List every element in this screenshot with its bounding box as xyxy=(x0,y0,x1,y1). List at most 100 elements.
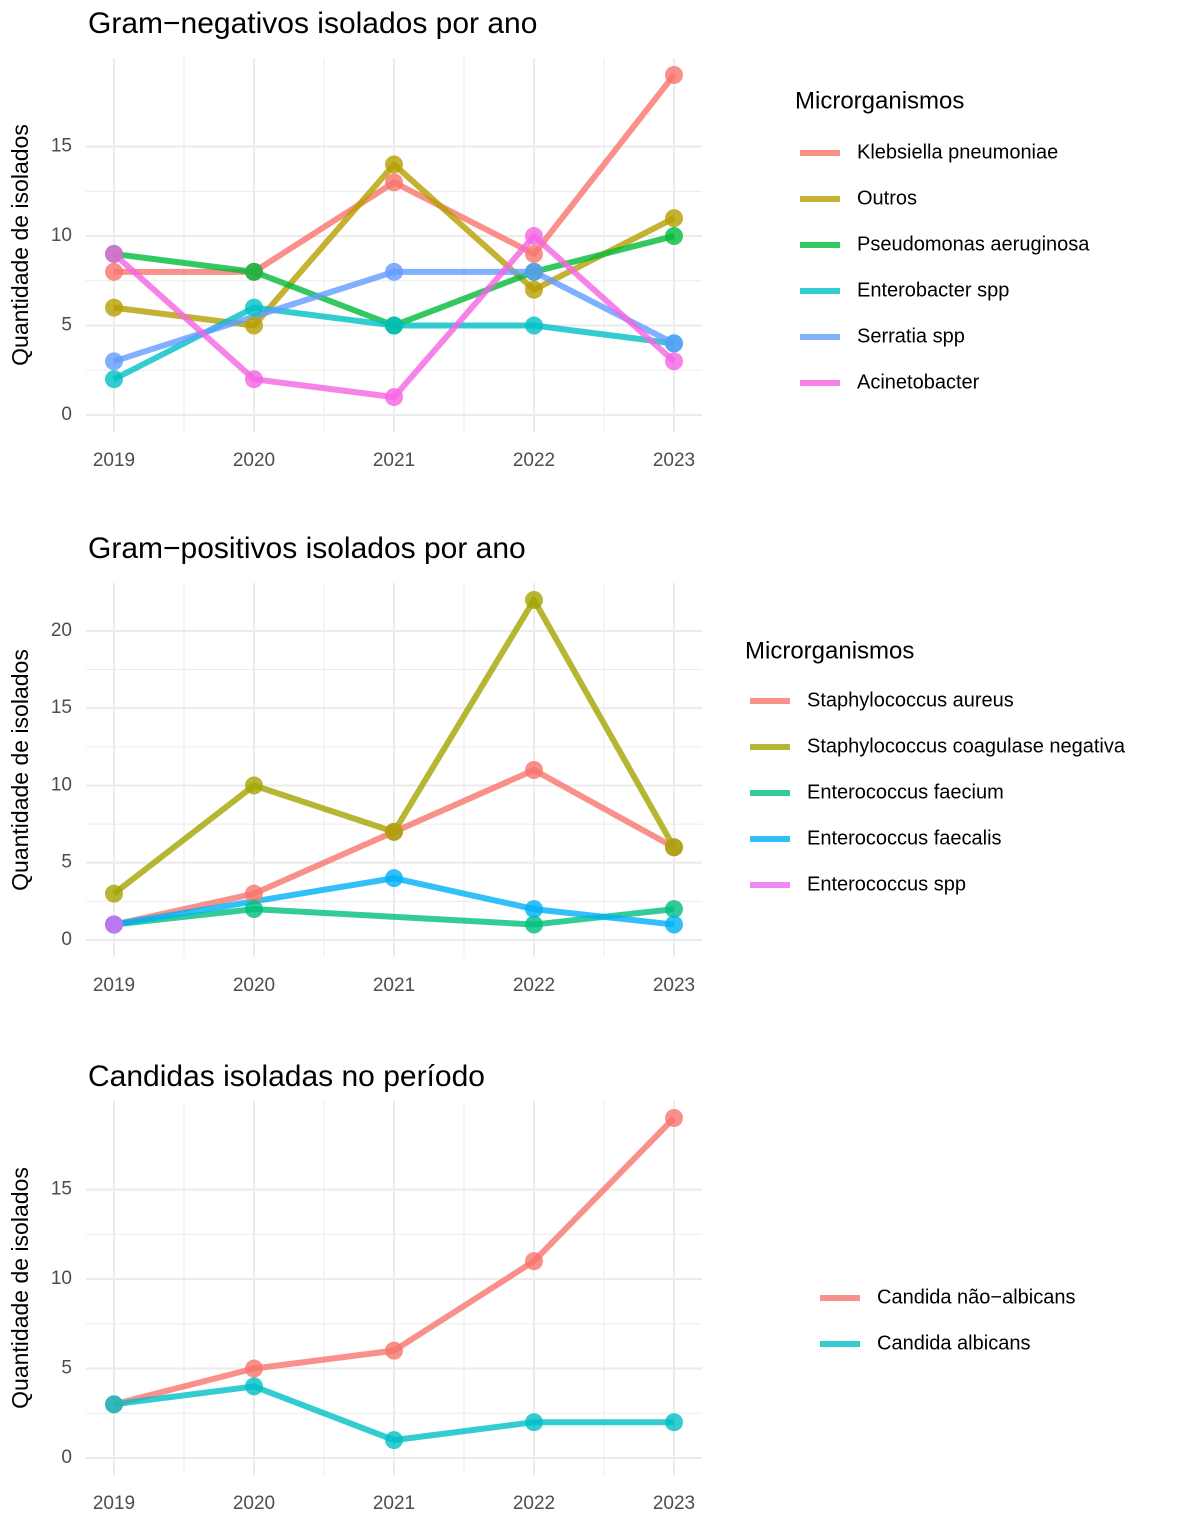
data-point xyxy=(665,1109,683,1127)
data-point xyxy=(525,900,543,919)
data-point xyxy=(525,227,543,246)
y-tick-label: 10 xyxy=(51,225,72,246)
data-point xyxy=(665,915,683,934)
data-point xyxy=(105,352,123,371)
legend-label: Pseudomonas aeruginosa xyxy=(857,233,1090,255)
legend-label: Enterococcus faecalis xyxy=(807,827,1002,849)
chart-title: Candidas isoladas no período xyxy=(88,1060,485,1093)
data-point xyxy=(105,1395,123,1414)
data-point xyxy=(665,334,683,353)
y-axis-label: Quantidade de isolados xyxy=(7,649,33,891)
legend-label: Staphylococcus aureus xyxy=(807,689,1014,711)
data-point xyxy=(105,262,123,281)
chart: Gram−positivos isolados por ano Quantidad… xyxy=(7,532,1126,996)
data-point xyxy=(525,1252,543,1271)
data-point xyxy=(245,884,263,903)
data-point xyxy=(105,915,123,934)
data-point xyxy=(385,388,403,407)
y-tick-label: 10 xyxy=(51,1268,72,1289)
legend-label: Serratia spp xyxy=(857,325,965,347)
chart-title: Gram−positivos isolados por ano xyxy=(88,532,526,565)
x-tick-label: 2023 xyxy=(653,975,695,996)
y-tick-label: 5 xyxy=(61,852,72,873)
legend-label: Candida não−albicans xyxy=(877,1286,1076,1308)
data-point xyxy=(245,900,263,919)
legend-label: Acinetobacter xyxy=(857,371,980,393)
data-point xyxy=(525,316,543,335)
chart-title: Gram−negativos isolados por ano xyxy=(88,7,537,40)
data-point xyxy=(665,352,683,371)
data-point xyxy=(245,298,263,317)
data-point xyxy=(665,1413,683,1432)
data-point xyxy=(245,1359,263,1378)
legend-label: Staphylococcus coagulase negativa xyxy=(807,735,1126,757)
data-point xyxy=(385,1341,403,1360)
y-tick-label: 15 xyxy=(51,1179,72,1200)
legend-label: Enterobacter spp xyxy=(857,279,1009,301)
data-point xyxy=(525,761,543,779)
data-point xyxy=(105,370,123,389)
data-point xyxy=(105,298,123,317)
y-axis-label: Quantidade de isolados xyxy=(7,1167,33,1409)
data-point xyxy=(385,316,403,335)
data-point xyxy=(245,370,263,389)
legend-label: Klebsiella pneumoniae xyxy=(857,141,1058,163)
data-point xyxy=(525,591,543,609)
data-point xyxy=(385,822,403,841)
y-tick-label: 15 xyxy=(51,136,72,157)
data-point xyxy=(665,66,683,84)
chart: Candidas isoladas no período Quantidade d… xyxy=(7,1060,1075,1514)
y-axis-label: Quantidade de isolados xyxy=(7,124,33,366)
legend-title: Microrganismos xyxy=(745,637,914,664)
y-tick-label: 10 xyxy=(51,774,72,795)
x-tick-label: 2019 xyxy=(93,1493,135,1514)
x-tick-label: 2023 xyxy=(653,450,695,471)
data-point xyxy=(105,244,123,263)
x-tick-label: 2019 xyxy=(93,450,135,471)
legend-label: Candida albicans xyxy=(877,1332,1030,1354)
y-tick-label: 5 xyxy=(61,1358,72,1379)
data-point xyxy=(525,280,543,299)
y-tick-label: 20 xyxy=(51,620,72,641)
data-point xyxy=(245,776,263,795)
x-tick-label: 2021 xyxy=(373,975,415,996)
x-tick-label: 2023 xyxy=(653,1493,695,1514)
data-point xyxy=(665,209,683,228)
data-point xyxy=(525,262,543,281)
y-tick-label: 15 xyxy=(51,697,72,718)
legend-label: Enterococcus spp xyxy=(807,873,966,895)
x-tick-label: 2022 xyxy=(513,1493,555,1514)
y-tick-label: 0 xyxy=(61,404,72,425)
data-point xyxy=(245,1377,263,1396)
x-tick-label: 2022 xyxy=(513,975,555,996)
data-point xyxy=(385,1431,403,1450)
x-tick-label: 2021 xyxy=(373,1493,415,1514)
data-point xyxy=(525,244,543,263)
data-point xyxy=(385,155,403,174)
data-point xyxy=(525,915,543,934)
x-tick-label: 2020 xyxy=(233,975,275,996)
data-point xyxy=(665,838,683,857)
data-point xyxy=(245,316,263,335)
x-tick-label: 2020 xyxy=(233,1493,275,1514)
legend-title: Microrganismos xyxy=(795,87,964,114)
data-point xyxy=(385,869,403,888)
data-point xyxy=(385,262,403,281)
data-point xyxy=(385,173,403,192)
y-tick-label: 5 xyxy=(61,315,72,336)
data-point xyxy=(245,262,263,281)
x-tick-label: 2021 xyxy=(373,450,415,471)
legend-label: Enterococcus faecium xyxy=(807,781,1004,803)
data-point xyxy=(665,227,683,246)
y-tick-label: 0 xyxy=(61,929,72,950)
data-point xyxy=(525,1413,543,1432)
x-tick-label: 2020 xyxy=(233,450,275,471)
legend-label: Outros xyxy=(857,187,917,209)
y-tick-label: 0 xyxy=(61,1447,72,1468)
chart: Gram−negativos isolados por ano Quantidad… xyxy=(7,7,1090,471)
data-point xyxy=(105,884,123,903)
x-tick-label: 2022 xyxy=(513,450,555,471)
data-point xyxy=(665,900,683,919)
x-tick-label: 2019 xyxy=(93,975,135,996)
